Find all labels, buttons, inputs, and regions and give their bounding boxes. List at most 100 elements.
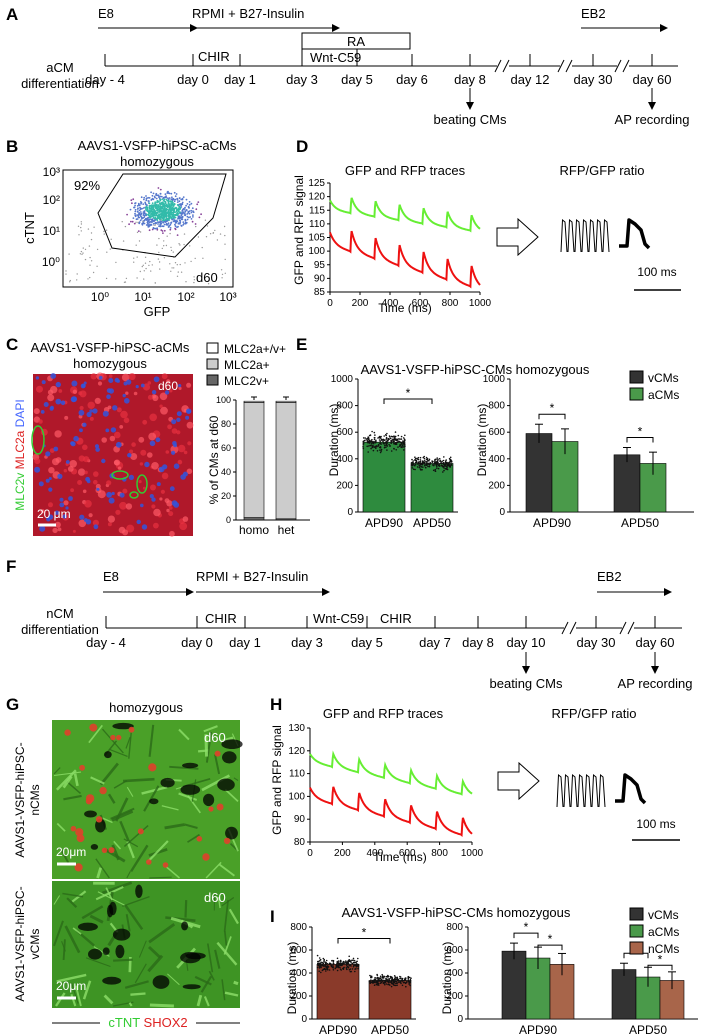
c-cell [186,421,194,429]
c-cell [87,401,95,409]
flow-b-ytick-1: 10³ [43,165,60,179]
i-left-dot [328,969,331,971]
flow-event [78,234,80,236]
i-left-dot [357,965,360,968]
c-nucleus [114,377,120,383]
i-left-dot [324,962,327,965]
flow-event [209,233,212,235]
e-right-ylabel: Duration (ms) [475,404,489,477]
c-cell [187,441,192,446]
flow-event [103,230,105,233]
c-cell [151,504,156,509]
flow-event [80,226,82,229]
c-nucleus [35,376,40,380]
c-cell [115,509,121,515]
svg-text:MLC2v MLC2a DAPI: MLC2v MLC2a DAPI [13,399,27,510]
flow-event [221,273,224,276]
g-top-shox2-nucleus [216,803,224,811]
flow-event [79,253,82,255]
c-cell [82,489,87,494]
e-left-dot [433,464,435,467]
i-left-dot [377,980,380,982]
flow-event [192,210,194,213]
c-legend-swatch-2 [206,358,219,370]
g-bottom-fiber [138,940,147,958]
arrowhead-f-ap [651,666,659,674]
flow-event [143,210,146,212]
g-bottom-fiber [82,980,92,1000]
flow-b-frame [62,169,234,288]
flow-event [150,213,153,216]
flow-event [183,233,186,235]
c-nucleus [155,437,161,443]
i-left-dot [388,980,390,982]
e-left-dot [442,471,444,473]
panel-label-f: F [6,557,16,576]
e-left-dot [397,434,400,437]
e-left-dot [404,445,406,448]
flow-event [183,208,186,211]
timeline-a-ap: AP recording [615,112,690,127]
flow-event [136,277,138,279]
e-right-ytick-label: 800 [488,401,505,412]
c-nucleus [156,482,161,487]
e-left-dot [378,439,381,441]
flow-event [219,233,222,235]
g-bottom-fiber [167,973,180,986]
flow-event [129,208,132,211]
g-bottom-gap [115,944,125,959]
e-left-dot [390,440,393,443]
flow-event [192,214,194,217]
flow-event [171,267,173,269]
e-left-dot [402,442,405,445]
i-left-dot [403,981,406,984]
flow-event [164,200,167,203]
flow-event [84,258,87,261]
c-nucleus [57,473,63,479]
c-nucleus [153,376,160,383]
flow-event [179,217,181,219]
flow-event [166,206,169,209]
e-left-dot [371,442,373,445]
i-left-dot [398,981,400,984]
flow-event [186,215,189,218]
e-left-dot [362,447,365,450]
g-top-gap [221,739,243,749]
i-left-dot [394,978,397,981]
flow-event [163,219,166,221]
e-left-dot [385,433,387,436]
flow-event [173,191,176,194]
flow-event [77,225,80,227]
flow-event [188,201,191,203]
c-cell [128,373,136,381]
e-left-dot [399,444,402,447]
c-cell [82,444,88,451]
timeline-f-eb2: EB2 [597,569,622,584]
g-bottom-fiber [228,908,239,925]
i-left-dot [353,959,356,962]
c-nucleus [151,497,156,502]
e-left-dot [443,456,445,458]
e-left-dot [434,470,437,472]
e-left-dot [436,457,439,459]
c-nucleus [108,378,114,383]
g-top-shox2-nucleus [208,806,214,812]
flow-event [170,270,172,272]
e-left-dot [369,441,371,444]
flow-event [90,260,93,262]
g-bottom-label-2: vCMs [28,929,42,960]
c-nucleus [106,394,111,400]
g-bottom-gap [88,948,102,960]
flow-event [158,237,160,240]
e-right-ytick-label: 600 [488,427,505,438]
flow-event [174,262,177,264]
flow-event [144,201,147,204]
c-bar-segment [275,400,297,403]
c-nucleus [95,447,100,452]
flow-event [156,217,159,219]
flow-event [69,281,71,283]
flow-event [150,270,152,272]
i-left-dot [357,967,359,970]
c-cell [79,405,84,411]
e-left-dot [376,445,378,447]
